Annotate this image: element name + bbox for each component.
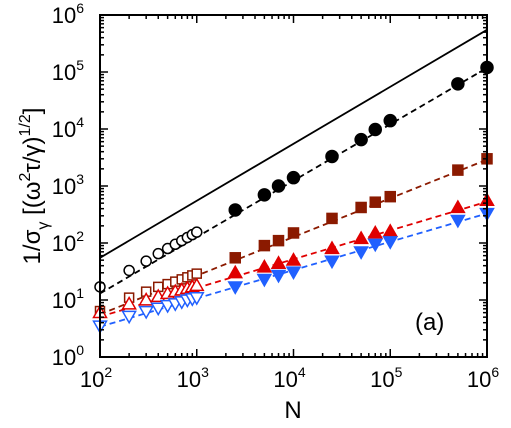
data-point <box>272 234 285 247</box>
data-point <box>227 264 244 279</box>
data-point <box>354 132 368 147</box>
x-tick-label: 103 <box>177 364 209 392</box>
data-markers <box>92 60 495 334</box>
y-tick-label: 105 <box>52 57 84 85</box>
data-point <box>326 212 338 225</box>
data-point <box>353 230 369 245</box>
data-point <box>228 203 243 217</box>
data-point <box>227 281 244 295</box>
data-point <box>450 214 466 229</box>
y-tick-label: 104 <box>52 114 84 142</box>
data-point <box>451 77 465 91</box>
y-tick-label: 101 <box>52 285 84 313</box>
x-axis-label: N <box>284 397 301 424</box>
data-point <box>121 296 137 310</box>
data-point <box>258 239 271 252</box>
data-point <box>257 188 272 202</box>
y-tick-label: 103 <box>52 171 84 199</box>
data-point <box>450 199 466 214</box>
data-point <box>270 255 287 269</box>
data-point <box>138 305 154 320</box>
data-point <box>382 236 399 250</box>
data-point <box>367 224 384 239</box>
data-point <box>191 268 202 279</box>
y-tick-label: 106 <box>52 0 84 28</box>
data-point <box>152 247 164 260</box>
data-point <box>452 164 464 176</box>
plot-frame <box>99 14 488 358</box>
data-point <box>384 190 396 203</box>
data-point <box>353 246 369 260</box>
x-tick-label: 106 <box>467 364 499 392</box>
data-point <box>150 302 167 317</box>
panel-annotation: (a) <box>415 309 444 336</box>
data-point <box>286 170 301 185</box>
x-tick-labels: 102 103 104 105 106 <box>80 364 499 392</box>
data-point <box>270 269 287 284</box>
data-point <box>383 113 397 128</box>
data-point <box>121 310 137 325</box>
x-tick-label: 105 <box>370 364 402 392</box>
data-point <box>355 201 367 214</box>
y-tick-labels: 100 101 102 103 104 105 106 <box>52 0 84 370</box>
data-point <box>271 179 286 193</box>
data-point <box>140 255 152 267</box>
data-point <box>287 227 300 239</box>
y-axis-label: 1/σγ [(ω2τ/γ)1/2] <box>17 108 52 265</box>
data-point <box>285 252 302 266</box>
x-tick-label: 104 <box>273 364 305 392</box>
data-point <box>368 122 383 137</box>
data-point <box>188 277 205 292</box>
x-tick-label: 102 <box>80 364 112 392</box>
y-tick-label: 102 <box>52 228 84 256</box>
data-point <box>369 196 382 208</box>
data-point <box>256 273 273 288</box>
data-point <box>256 258 273 273</box>
data-point <box>138 291 154 306</box>
data-point <box>382 223 399 237</box>
data-point <box>367 238 384 253</box>
data-point <box>324 255 340 270</box>
data-point <box>191 226 203 238</box>
data-point <box>324 240 340 255</box>
data-point <box>229 252 242 264</box>
data-point <box>285 266 302 281</box>
y-tick-label: 100 <box>52 342 84 370</box>
data-point <box>325 149 339 164</box>
data-point <box>123 264 135 277</box>
reference-line <box>99 29 488 259</box>
data-point <box>188 292 205 306</box>
